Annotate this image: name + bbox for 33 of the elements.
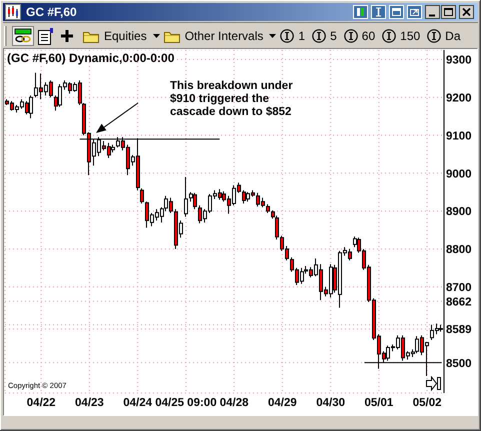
- y-tick-label: 9200: [446, 92, 472, 104]
- y-tick-label: 9000: [446, 168, 472, 180]
- y-tick-label: 8662: [446, 296, 472, 308]
- text: GC #F,60: [26, 5, 77, 19]
- text: Equities: [104, 29, 147, 43]
- annotation: This breakdown under $910 triggered the cascade down to $852: [170, 80, 293, 119]
- text: 150: [400, 29, 420, 43]
- text: 5: [330, 29, 337, 43]
- x-tick-label: 05/02: [412, 397, 442, 410]
- y-tick-label: 8700: [446, 282, 472, 294]
- y-tick-label: 9300: [446, 54, 472, 67]
- text: Da: [445, 29, 461, 43]
- candlestick: [140, 188, 144, 204]
- candlestick: [184, 176, 188, 218]
- x-tick-label: 04/22: [26, 397, 56, 410]
- y-tick-label: 9100: [446, 130, 472, 142]
- chart-title: (GC #F,60) Dynamic,0:00-0:00: [7, 51, 174, 65]
- text: 1: [298, 29, 306, 43]
- y-tick-label: 8900: [446, 206, 472, 218]
- y-tick-label: 8589: [446, 324, 472, 336]
- y-tick-label: 8500: [446, 358, 472, 370]
- x-tick-label: 04/28: [220, 397, 250, 410]
- x-tick-label: 05/01: [364, 397, 394, 410]
- text: Other Intervals: [184, 29, 264, 43]
- x-tick-label: 04/30: [316, 397, 346, 410]
- candlestick: [29, 94, 33, 119]
- x-tick-label: 04/25 09:00: [155, 397, 217, 410]
- candlestick: [193, 192, 197, 210]
- x-tick-label: 04/24: [123, 397, 153, 410]
- x-tick-label: 04/29: [268, 397, 297, 410]
- x-tick-label: 04/23: [75, 397, 104, 410]
- text: 60: [362, 29, 376, 43]
- y-tick-label: 8800: [446, 244, 472, 256]
